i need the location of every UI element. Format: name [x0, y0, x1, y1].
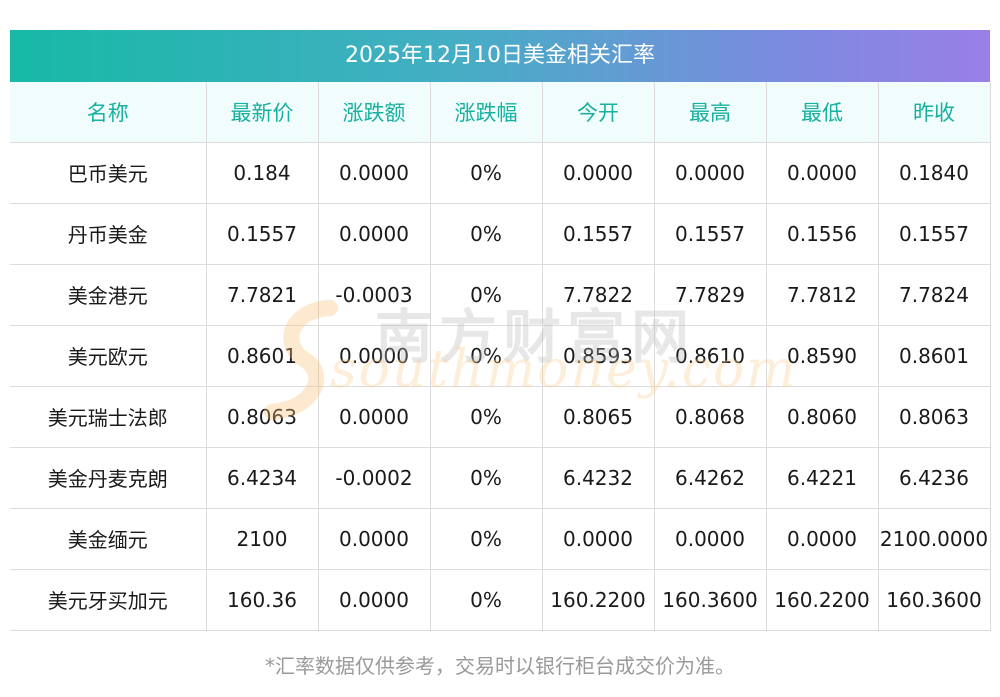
cell-latest-price: 0.8063 [206, 386, 319, 448]
table-header-row: 名称 最新价 涨跌额 涨跌幅 今开 最高 最低 昨收 [10, 82, 991, 143]
cell-prev-close: 6.4236 [878, 447, 991, 509]
cell-change-amount: 0.0000 [318, 203, 431, 265]
cell-prev-close: 0.1840 [878, 142, 991, 204]
cell-latest-price: 0.8601 [206, 325, 319, 387]
cell-latest-price: 2100 [206, 508, 319, 570]
cell-open: 0.0000 [542, 508, 655, 570]
table-row: 巴币美元 0.184 0.0000 0% 0.0000 0.0000 0.0000 0.184… [10, 142, 991, 204]
cell-open: 6.4232 [542, 447, 655, 509]
cell-change-amount: 0.0000 [318, 508, 431, 570]
cell-low: 0.0000 [766, 142, 879, 204]
table-row: 美金缅元 2100 0.0000 0% 0.0000 0.0000 0.0000 2100.0… [10, 508, 991, 570]
cell-change-percent: 0% [430, 447, 543, 509]
cell-open: 0.8593 [542, 325, 655, 387]
cell-prev-close: 0.8601 [878, 325, 991, 387]
cell-open: 160.2200 [542, 569, 655, 631]
cell-name: 丹币美金 [10, 203, 207, 265]
header-low: 最低 [766, 82, 879, 143]
cell-low: 0.0000 [766, 508, 879, 570]
table-body: 巴币美元 0.184 0.0000 0% 0.0000 0.0000 0.0000 0.184… [10, 142, 991, 631]
cell-low: 7.7812 [766, 264, 879, 326]
cell-latest-price: 0.184 [206, 142, 319, 204]
header-high: 最高 [654, 82, 767, 143]
cell-name: 美元瑞士法郎 [10, 386, 207, 448]
rate-table-container: 2025年12月10日美金相关汇率 名称 最新价 涨跌额 涨跌幅 今开 最高 最… [10, 30, 991, 631]
cell-prev-close: 7.7824 [878, 264, 991, 326]
cell-high: 0.0000 [654, 142, 767, 204]
header-prev-close: 昨收 [878, 82, 991, 143]
cell-latest-price: 7.7821 [206, 264, 319, 326]
cell-prev-close: 0.1557 [878, 203, 991, 265]
cell-change-percent: 0% [430, 386, 543, 448]
cell-low: 0.8590 [766, 325, 879, 387]
cell-open: 7.7822 [542, 264, 655, 326]
cell-change-percent: 0% [430, 142, 543, 204]
cell-name: 美元欧元 [10, 325, 207, 387]
cell-change-percent: 0% [430, 325, 543, 387]
table-row: 美元欧元 0.8601 0.0000 0% 0.8593 0.8610 0.8590 0.86… [10, 325, 991, 387]
cell-high: 160.3600 [654, 569, 767, 631]
cell-high: 0.8068 [654, 386, 767, 448]
cell-change-percent: 0% [430, 569, 543, 631]
cell-name: 美金港元 [10, 264, 207, 326]
header-change-amount: 涨跌额 [318, 82, 431, 143]
cell-high: 0.8610 [654, 325, 767, 387]
cell-open: 0.8065 [542, 386, 655, 448]
table-row: 美元牙买加元 160.36 0.0000 0% 160.2200 160.3600 160.… [10, 569, 991, 631]
cell-prev-close: 0.8063 [878, 386, 991, 448]
table-title: 2025年12月10日美金相关汇率 [10, 30, 990, 82]
cell-low: 0.8060 [766, 386, 879, 448]
cell-change-amount: -0.0002 [318, 447, 431, 509]
cell-change-percent: 0% [430, 203, 543, 265]
cell-change-amount: -0.0003 [318, 264, 431, 326]
cell-high: 0.1557 [654, 203, 767, 265]
cell-change-amount: 0.0000 [318, 325, 431, 387]
cell-name: 巴币美元 [10, 142, 207, 204]
cell-low: 6.4221 [766, 447, 879, 509]
exchange-rate-table: 名称 最新价 涨跌额 涨跌幅 今开 最高 最低 昨收 巴币美元 0.184 0.00… [10, 82, 991, 631]
cell-change-amount: 0.0000 [318, 386, 431, 448]
cell-high: 0.0000 [654, 508, 767, 570]
cell-open: 0.0000 [542, 142, 655, 204]
cell-change-amount: 0.0000 [318, 569, 431, 631]
cell-prev-close: 2100.0000 [878, 508, 991, 570]
cell-latest-price: 6.4234 [206, 447, 319, 509]
cell-open: 0.1557 [542, 203, 655, 265]
cell-prev-close: 160.3600 [878, 569, 991, 631]
cell-change-amount: 0.0000 [318, 142, 431, 204]
table-row: 美元瑞士法郎 0.8063 0.0000 0% 0.8065 0.8068 0.8060 0.… [10, 386, 991, 448]
cell-high: 6.4262 [654, 447, 767, 509]
cell-high: 7.7829 [654, 264, 767, 326]
table-row: 丹币美金 0.1557 0.0000 0% 0.1557 0.1557 0.1556 0.15… [10, 203, 991, 265]
cell-name: 美金丹麦克朗 [10, 447, 207, 509]
table-row: 美金丹麦克朗 6.4234 -0.0002 0% 6.4232 6.4262 6.4221 6… [10, 447, 991, 509]
header-name: 名称 [10, 82, 207, 143]
cell-low: 160.2200 [766, 569, 879, 631]
cell-change-percent: 0% [430, 264, 543, 326]
header-open: 今开 [542, 82, 655, 143]
cell-low: 0.1556 [766, 203, 879, 265]
cell-latest-price: 160.36 [206, 569, 319, 631]
cell-name: 美金缅元 [10, 508, 207, 570]
footnote: *汇率数据仅供参考，交易时以银行柜台成交价为准。 [265, 654, 735, 678]
header-latest-price: 最新价 [206, 82, 319, 143]
cell-name: 美元牙买加元 [10, 569, 207, 631]
cell-change-percent: 0% [430, 508, 543, 570]
header-change-percent: 涨跌幅 [430, 82, 543, 143]
cell-latest-price: 0.1557 [206, 203, 319, 265]
table-row: 美金港元 7.7821 -0.0003 0% 7.7822 7.7829 7.7812 7.7… [10, 264, 991, 326]
